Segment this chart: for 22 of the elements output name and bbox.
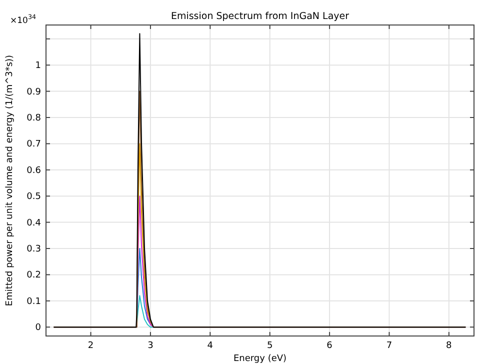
y-tick-label: 0.1 [26, 296, 41, 307]
y-tick-label: 0.6 [26, 166, 42, 176]
text: ×10$^{34}$ [10, 13, 36, 26]
x-axis-title: Energy (eV) [233, 354, 287, 364]
x-tick-label: 3 [148, 341, 154, 351]
y-tick-label: 0.5 [26, 192, 41, 202]
x-tick-label: 2 [88, 341, 94, 351]
y-tick-label: 0.3 [26, 244, 41, 254]
x-tick-label: 4 [207, 341, 214, 351]
y-tick-label: 0.9 [26, 87, 42, 98]
y-tick-label: 0.2 [26, 270, 41, 281]
x-tick-label: 7 [386, 341, 392, 351]
y-tick-label: 0.8 [26, 113, 42, 124]
y-tick-label: 1 [35, 61, 41, 72]
chart-title: Emission Spectrum from InGaN Layer [170, 11, 350, 22]
y-tick-label: 0.4 [26, 218, 42, 228]
x-tick-label: 5 [266, 341, 273, 351]
y-tick-label: 0.7 [26, 140, 41, 150]
x-tick-label: 8 [446, 341, 452, 351]
y-tick-label: 0 [35, 323, 42, 334]
x-tick-label: 6 [326, 341, 333, 351]
y-axis-title: Emitted power per unit volume and energy (1/(m^3*s)) [5, 54, 15, 306]
